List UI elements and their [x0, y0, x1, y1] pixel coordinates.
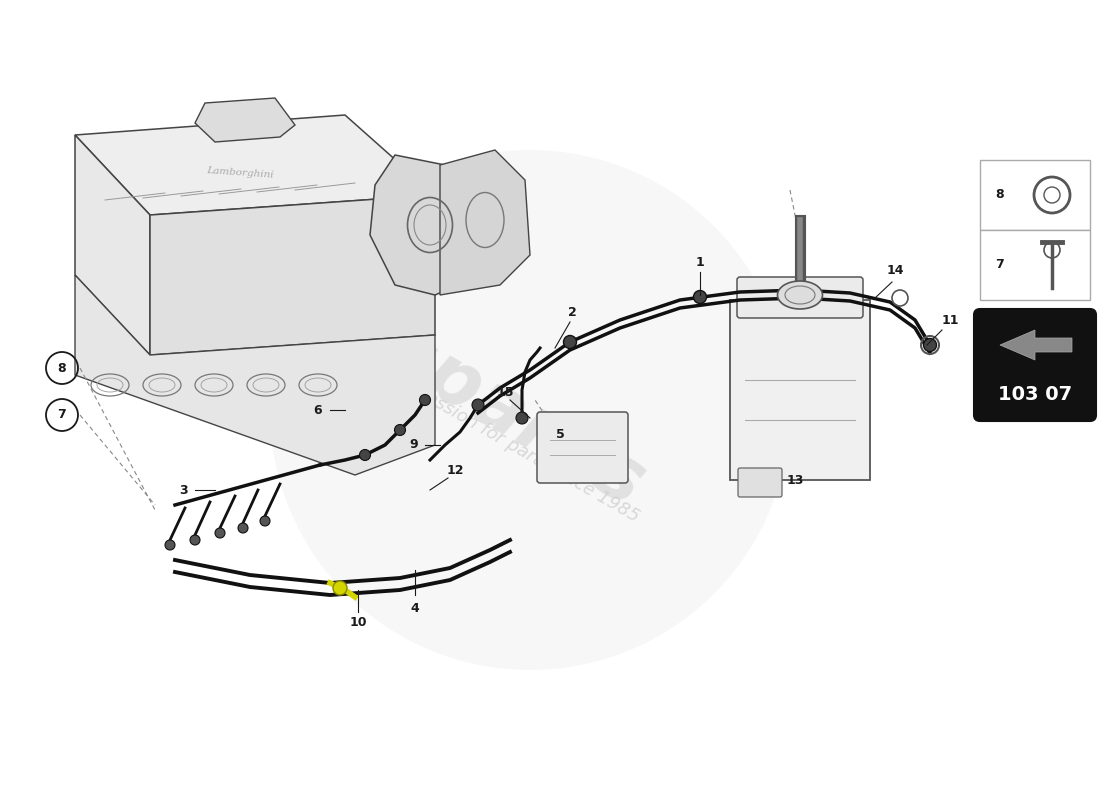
Bar [730, 300, 870, 480]
Text: 14: 14 [887, 263, 904, 277]
Text: 12: 12 [447, 463, 464, 477]
Text: 7: 7 [57, 409, 66, 422]
Polygon shape [195, 98, 295, 142]
Text: eurospares: eurospares [202, 218, 658, 522]
Circle shape [419, 394, 430, 406]
Ellipse shape [778, 281, 823, 309]
Text: 6: 6 [314, 403, 322, 417]
Text: 2: 2 [568, 306, 576, 318]
Polygon shape [75, 115, 434, 215]
Polygon shape [1000, 330, 1072, 360]
Text: 11: 11 [942, 314, 959, 326]
Circle shape [360, 450, 371, 461]
Circle shape [924, 338, 936, 351]
Polygon shape [370, 155, 470, 295]
Text: 1: 1 [695, 255, 704, 269]
Circle shape [693, 290, 706, 303]
Circle shape [190, 535, 200, 545]
Text: 7: 7 [996, 258, 1004, 271]
Text: 10: 10 [350, 615, 366, 629]
Polygon shape [150, 195, 435, 355]
Circle shape [395, 425, 406, 435]
Text: 9: 9 [409, 438, 418, 451]
Text: 103 07: 103 07 [998, 386, 1072, 405]
Circle shape [472, 399, 484, 411]
Circle shape [214, 528, 225, 538]
Circle shape [260, 516, 270, 526]
Text: 4: 4 [410, 602, 419, 614]
Bar [980, 230, 1090, 300]
Text: 13: 13 [786, 474, 804, 486]
Circle shape [238, 523, 248, 533]
Text: Lamborghini: Lamborghini [206, 166, 274, 180]
Bar [980, 160, 1090, 230]
Circle shape [333, 581, 346, 595]
Text: 8: 8 [996, 189, 1004, 202]
Circle shape [516, 412, 528, 424]
Text: 8: 8 [57, 362, 66, 374]
FancyBboxPatch shape [974, 309, 1096, 421]
Circle shape [563, 335, 576, 349]
Polygon shape [75, 135, 150, 355]
Text: 15: 15 [496, 386, 514, 399]
Text: 5: 5 [556, 429, 564, 442]
Text: a passion for parts since 1985: a passion for parts since 1985 [398, 374, 642, 526]
FancyBboxPatch shape [537, 412, 628, 483]
Polygon shape [440, 150, 530, 295]
Circle shape [270, 150, 790, 670]
FancyBboxPatch shape [737, 277, 864, 318]
Polygon shape [75, 275, 434, 475]
FancyBboxPatch shape [738, 468, 782, 497]
Text: 3: 3 [178, 483, 187, 497]
Circle shape [165, 540, 175, 550]
